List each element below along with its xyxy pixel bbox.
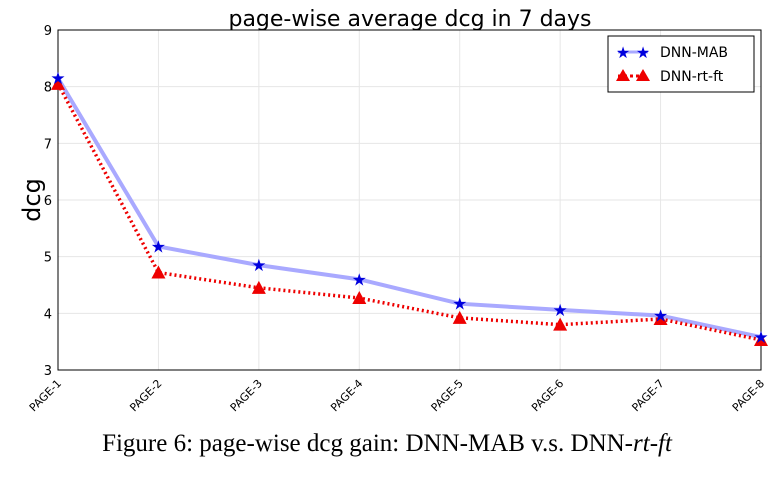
point-dnn-mab: ★ [452, 295, 467, 315]
x-tick-label: PAGE-6 [529, 377, 566, 414]
y-tick-label: 7 [44, 137, 52, 152]
point-dnn-mab: ★ [251, 256, 266, 276]
legend-marker-dnn-rt-ft [636, 69, 650, 81]
point-dnn-rt-ft [251, 280, 266, 294]
x-tick-label: PAGE-4 [328, 377, 365, 414]
legend-box [607, 35, 755, 93]
x-tick-label: PAGE-1 [27, 377, 64, 414]
line-chart: page-wise average dcg in 7 days dcg 3 4 5 6… [18, 7, 769, 414]
point-dnn-rt-ft [151, 265, 166, 279]
point-dnn-mab: ★ [753, 328, 768, 348]
legend-label-dnn-rt-ft: DNN-rt-ft [660, 69, 724, 85]
point-dnn-rt-ft [51, 76, 65, 90]
series-line-dnn-mab [56, 77, 762, 340]
point-dnn-mab: ★ [553, 301, 568, 321]
y-tick-label: 9 [44, 24, 52, 39]
point-dnn-rt-ft [754, 332, 768, 346]
x-tick-label: PAGE-7 [629, 377, 666, 414]
x-tick-label: PAGE-2 [127, 377, 164, 414]
point-dnn-mab: ★ [151, 237, 166, 257]
chart-title: page-wise average dcg in 7 days [228, 7, 591, 32]
point-dnn-rt-ft [452, 310, 467, 324]
series-layer: ★ ★ ★ ★ ★ ★ ★ ★ [50, 69, 768, 348]
point-dnn-rt-ft [553, 317, 568, 331]
x-tick-label: PAGE-3 [228, 377, 265, 414]
legend: ★ ★ DNN-MAB DNN-rt-ft [607, 35, 755, 93]
point-dnn-mab: ★ [653, 307, 668, 327]
x-tick-label: PAGE-5 [429, 377, 466, 414]
plot-frame [57, 29, 762, 371]
legend-marker-dnn-mab: ★ [636, 43, 650, 62]
y-tick-label: 8 [44, 81, 52, 96]
point-dnn-mab: ★ [50, 69, 65, 89]
figure-caption: Figure 6: page-wise dcg gain: DNN-MAB v.… [0, 430, 774, 458]
point-dnn-mab: ★ [352, 270, 367, 290]
y-tick-label: 3 [44, 364, 52, 379]
legend-marker-dnn-mab: ★ [616, 43, 630, 62]
y-axis-label: dcg [18, 178, 46, 222]
caption-italic-text: rt-ft [633, 430, 672, 457]
y-tick-label: 4 [44, 307, 52, 322]
legend-label-dnn-mab: DNN-MAB [660, 45, 728, 61]
point-dnn-rt-ft [352, 291, 367, 305]
caption-text: Figure 6: page-wise dcg gain: DNN-MAB v.… [102, 430, 634, 457]
x-tick-label: PAGE-8 [730, 377, 767, 414]
y-tick-label: 6 [44, 194, 52, 209]
legend-marker-dnn-rt-ft [616, 69, 630, 81]
y-tick-label: 5 [44, 251, 52, 266]
point-dnn-rt-ft [653, 312, 668, 325]
series-line-dnn-rt-ft [56, 83, 762, 342]
